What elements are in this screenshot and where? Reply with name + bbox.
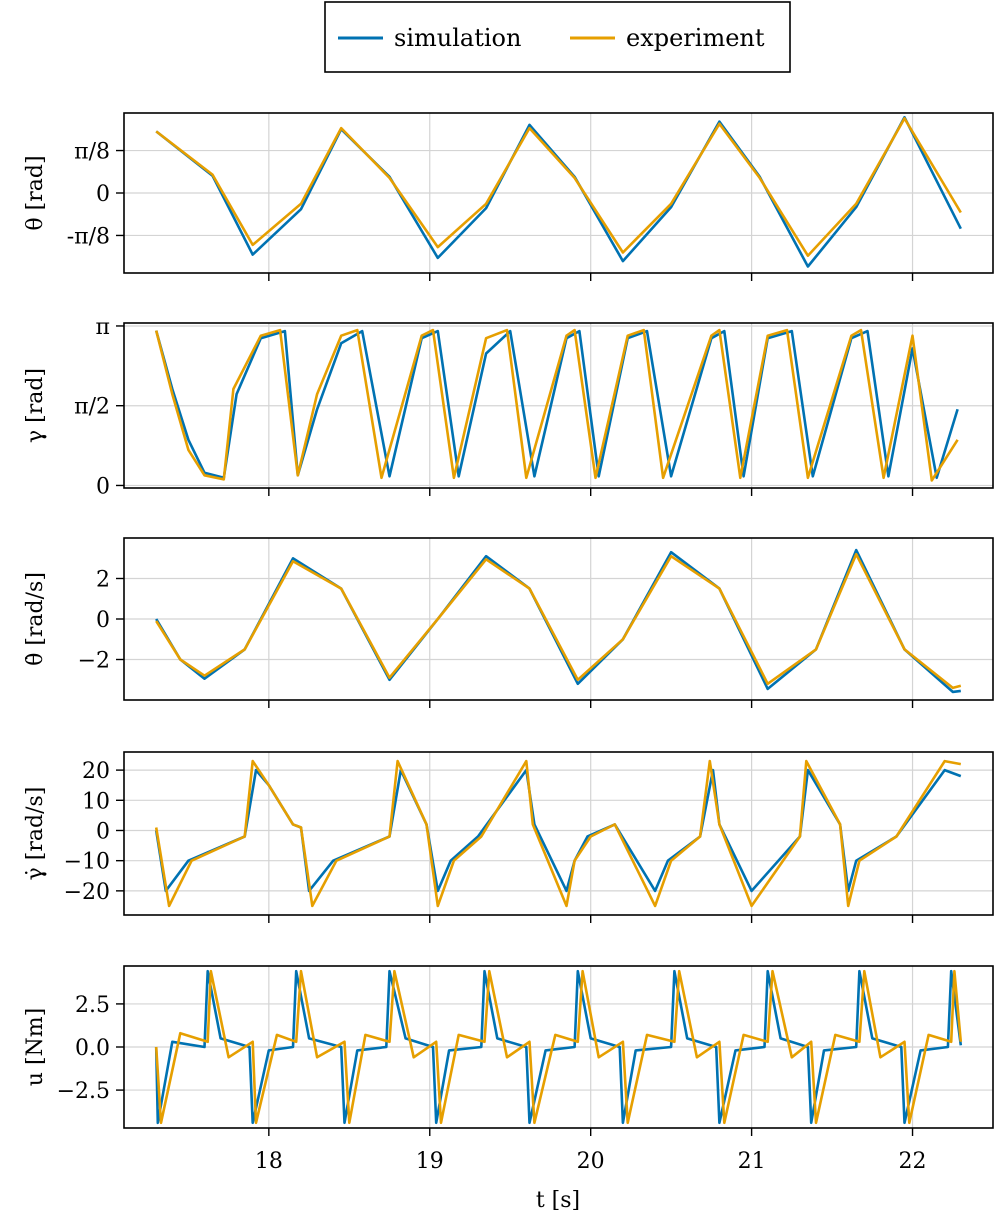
y-tick-label: −2 <box>78 649 110 674</box>
legend-label-simulation: simulation <box>394 24 521 52</box>
panel-gamma: 0 π/2 π γ [rad] <box>23 315 994 499</box>
x-tick-label: 22 <box>899 1149 927 1174</box>
legend-box <box>324 1 791 73</box>
series-line-simulation <box>154 969 963 1125</box>
y-tick-label: π <box>96 315 110 340</box>
y-tick-label: 2 <box>96 568 110 593</box>
panel-theta: -π/8 0 π/8 θ [rad] <box>23 112 994 281</box>
series-line-experiment <box>154 328 959 482</box>
panel-frame <box>123 965 994 1129</box>
y-axis-label-theta-dot: θ̇ [rad/s] <box>23 572 48 666</box>
y-tick-label: 0 <box>96 474 110 499</box>
series-line-experiment <box>155 117 962 257</box>
x-tick-label: 18 <box>255 1149 283 1174</box>
y-tick-label: 0.0 <box>75 1036 110 1061</box>
y-tick-label: 10 <box>82 789 110 814</box>
x-tick-label: 21 <box>738 1149 766 1174</box>
legend-label-experiment: experiment <box>626 24 765 52</box>
panel-frame <box>123 751 994 916</box>
panel-gamma-dot: −20 −10 0 10 20 γ̇ [rad/s] <box>23 751 994 923</box>
panel-frame <box>123 112 994 274</box>
y-tick-label: π/2 <box>74 395 110 420</box>
series-line-simulation <box>154 329 959 480</box>
legend: simulation experiment <box>324 1 791 73</box>
y-axis-label-theta: θ [rad] <box>23 155 48 230</box>
y-tick-label: -π/8 <box>67 224 110 249</box>
y-axis-label-u: u [Nm] <box>23 1008 48 1086</box>
series-line-simulation <box>155 548 961 694</box>
series-line-simulation <box>155 116 962 268</box>
panel-theta-dot: −2 0 2 θ̇ [rad/s] <box>23 537 994 708</box>
y-tick-label: −2.5 <box>57 1079 110 1104</box>
x-tick-label: 20 <box>577 1149 605 1174</box>
y-tick-label: 0 <box>96 819 110 844</box>
x-axis-label: t [s] <box>536 1188 580 1213</box>
series-line-experiment <box>154 759 962 908</box>
y-axis-label-gamma-dot: γ̇ [rad/s] <box>23 787 48 881</box>
panel-frame <box>123 322 994 489</box>
panel-frame <box>123 537 994 701</box>
x-tick-label: 19 <box>416 1149 444 1174</box>
y-tick-label: π/8 <box>74 140 110 165</box>
y-tick-label: 20 <box>82 759 110 784</box>
y-tick-label: 0 <box>96 182 110 207</box>
series-line-experiment <box>155 552 962 690</box>
y-tick-label: −10 <box>64 850 110 875</box>
series-line-experiment <box>154 969 963 1125</box>
y-axis-label-gamma: γ [rad] <box>23 368 48 443</box>
y-tick-label: −20 <box>64 880 110 905</box>
y-tick-label: 0 <box>96 608 110 633</box>
y-tick-label: 2.5 <box>75 993 110 1018</box>
panel-u: −2.5 0.0 2.5 u [Nm] 18 19 20 21 22 <box>23 965 994 1174</box>
